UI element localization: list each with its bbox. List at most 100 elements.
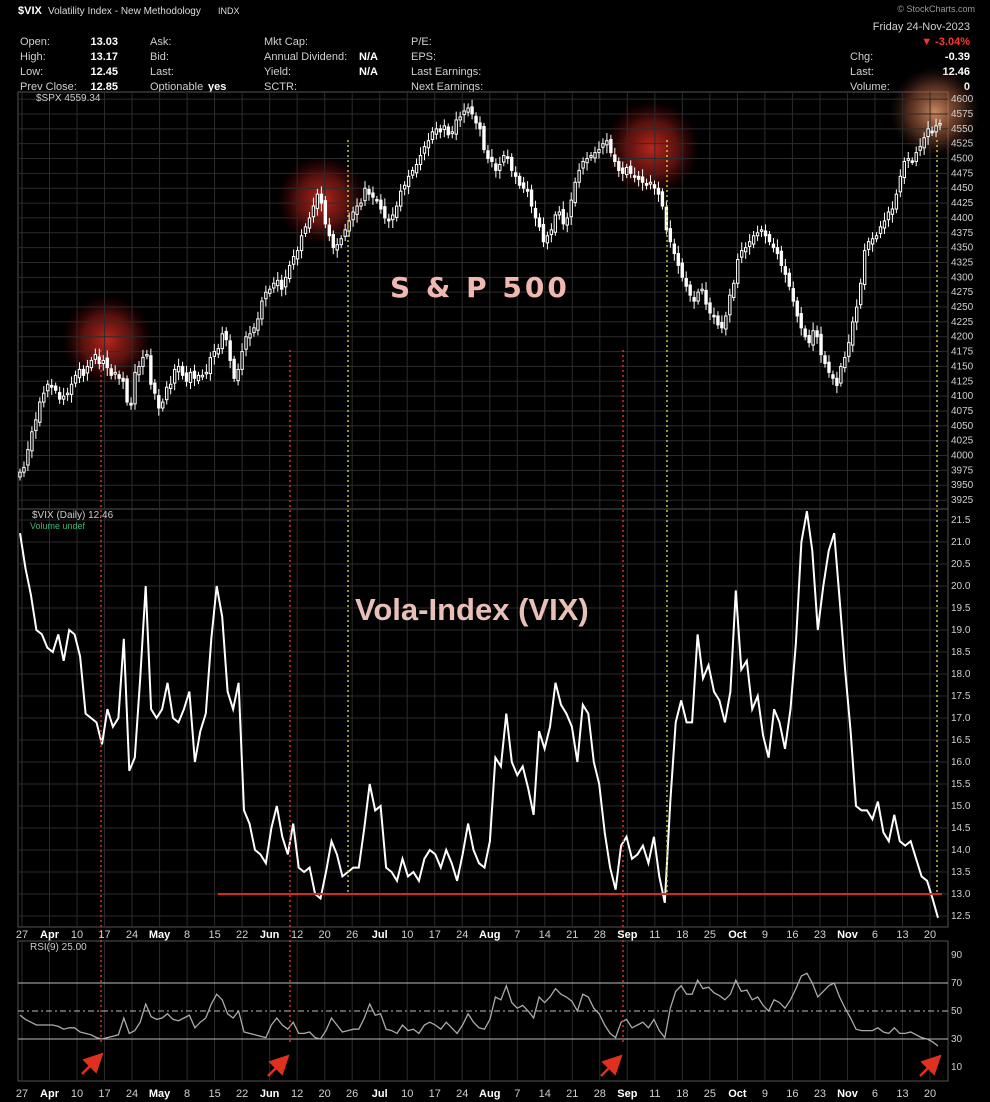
spx-candle [680, 258, 684, 282]
x-axis-label: 22 [236, 1088, 248, 1100]
spx-candle [866, 237, 871, 256]
spx-candle [541, 217, 546, 248]
spx-candle [597, 141, 601, 159]
spx-candle [890, 201, 895, 223]
spx-candle [668, 220, 673, 248]
spx-candle [319, 186, 324, 212]
header: $VIX Volatility Index - New Methodology … [18, 4, 975, 93]
vix-y-tick: 17.5 [951, 691, 971, 702]
vix-y-tick: 14.0 [951, 845, 971, 856]
quote-field-label: Yield: [264, 66, 291, 78]
spx-candle [716, 311, 720, 330]
spx-candle [284, 269, 288, 296]
spx-candle [894, 189, 899, 214]
x-axis-label: 17 [429, 929, 441, 941]
spx-candle [57, 386, 62, 404]
quote-fields: Open: 13.03 High: 13.17 Low: 12.45 Prev Close:… [20, 36, 970, 93]
quote-field-value: 13.03 [90, 36, 118, 48]
spx-candle [69, 376, 74, 403]
spx-y-tick: 4025 [951, 436, 974, 447]
x-axis-label: Sep [617, 1088, 637, 1100]
x-axis-label: May [149, 1088, 171, 1100]
vix-y-tick: 12.5 [951, 911, 971, 922]
spx-y-tick: 4475 [951, 168, 974, 179]
quote-field-value: N/A [359, 51, 378, 63]
spx-candle [418, 147, 423, 171]
x-axis-label: Jul [372, 1088, 388, 1100]
spx-candle [287, 260, 292, 283]
spx-candle [244, 331, 248, 357]
x-axis-label: 25 [704, 929, 716, 941]
x-axis-label: 21 [566, 1088, 578, 1100]
spx-candle [125, 375, 129, 406]
spx-candle [529, 184, 534, 214]
x-axis-label: 20 [319, 1088, 331, 1100]
spx-candle [327, 217, 332, 242]
symbol: $VIX [18, 5, 43, 17]
rsi-y-tick: 70 [951, 978, 963, 989]
x-axis-label: Aug [479, 1088, 500, 1100]
x-axis-label: 9 [762, 1088, 768, 1100]
spx-candle [506, 149, 510, 164]
x-axis-label: Jun [260, 929, 280, 941]
quote-field-value: N/A [359, 66, 378, 78]
spx-candle [601, 138, 605, 155]
spx-candle [525, 181, 530, 198]
spx-candle [712, 307, 716, 325]
quote-field-label: Low: [20, 66, 43, 78]
spx-candle [629, 160, 633, 179]
spx-candle [228, 334, 232, 369]
x-axis-label: 27 [16, 929, 28, 941]
spx-candle [708, 297, 712, 321]
spx-candle [137, 361, 141, 382]
rsi-y-tick: 10 [951, 1062, 963, 1073]
spx-candle [387, 213, 391, 229]
spx-candle [73, 370, 78, 388]
spx-y-tick: 4250 [951, 302, 974, 313]
spx-candle [212, 343, 217, 365]
spx-candle [490, 149, 494, 168]
spx-candle [474, 112, 478, 130]
spx-candle [236, 363, 240, 386]
spx-candle [934, 118, 938, 138]
x-axis-label: 8 [184, 1088, 190, 1100]
spx-candle [783, 258, 788, 283]
quote-field-value: 13.17 [90, 51, 118, 63]
spx-candle [89, 356, 94, 372]
vix-y-tick: 19.0 [951, 625, 971, 636]
spx-candle [811, 322, 815, 351]
vix-y-tick: 17.0 [951, 713, 971, 724]
spx-candle [835, 371, 839, 394]
change-percent: ▼ -3.04% [921, 36, 970, 48]
x-axis-label: Nov [837, 1088, 859, 1100]
spx-candle [363, 181, 367, 207]
spx-candle [926, 121, 930, 145]
instrument-name: Volatility Index - New Methodology [48, 6, 201, 17]
x-axis-label: 28 [594, 1088, 606, 1100]
spx-candle [430, 127, 435, 144]
spx-candle [395, 201, 399, 222]
spx-candle [870, 232, 875, 252]
x-axis-label: 6 [872, 929, 878, 941]
spx-candle [744, 242, 748, 259]
spx-candle [208, 352, 213, 381]
spx-candle [498, 156, 502, 179]
spx-y-tick: 4000 [951, 451, 974, 462]
quote-date: Friday 24-Nov-2023 [873, 21, 970, 33]
spx-candle [696, 288, 700, 305]
spx-candle [466, 103, 470, 117]
spx-y-tick: 4200 [951, 332, 974, 343]
rsi-panel: 10 30 50 70 90 RSI(9) 25.00 [18, 941, 963, 1081]
x-axis-label: 16 [786, 929, 798, 941]
spx-candle [121, 371, 125, 390]
spx-candle [886, 206, 891, 227]
spx-candle [339, 235, 343, 249]
spx-candle [521, 176, 526, 193]
spx-candle [299, 229, 304, 259]
spx-candle [807, 329, 811, 348]
x-axis-label: 18 [676, 929, 688, 941]
x-axis-label: Jun [260, 1088, 280, 1100]
spx-candle [359, 198, 363, 211]
spx-candle [874, 232, 879, 243]
